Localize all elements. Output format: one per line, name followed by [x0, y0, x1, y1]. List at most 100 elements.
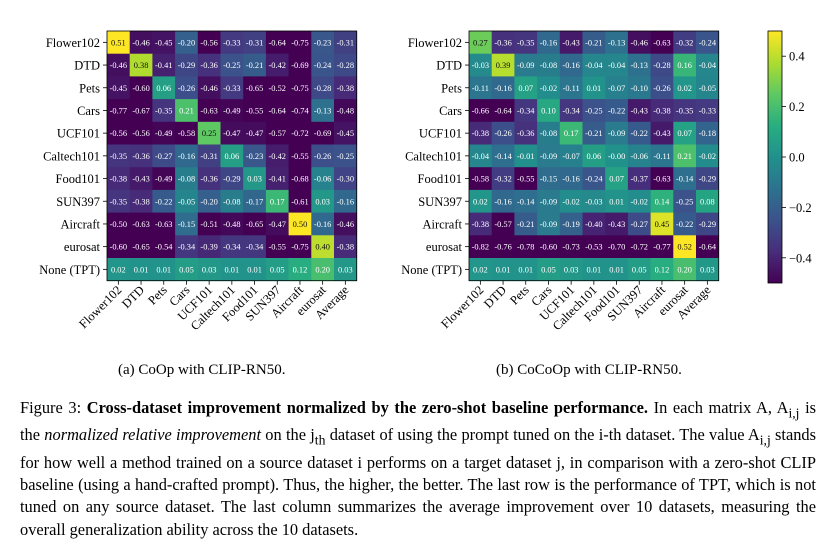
cell-label: -0.33: [223, 38, 240, 47]
cell-label: -0.42: [269, 61, 286, 70]
cell-label: -0.41: [155, 61, 172, 70]
heatmap-cell: [107, 258, 131, 282]
heatmap-cell: [514, 212, 538, 236]
cell-label: -0.15: [178, 220, 195, 229]
heatmap-cell: [175, 189, 199, 213]
heatmap-cell: [650, 235, 674, 259]
heatmap-cell: [175, 31, 199, 55]
cell-label: -0.29: [223, 175, 240, 184]
heatmap-cell: [107, 76, 131, 100]
cell-label: 0.14: [655, 197, 670, 206]
heatmap-cell: [288, 167, 312, 191]
cell-label: -0.35: [676, 106, 693, 115]
heatmap-cell: [243, 144, 267, 168]
cell-label: -0.26: [178, 84, 195, 93]
heatmap-cell: [673, 189, 697, 213]
heatmap-cell: [582, 76, 606, 100]
cell-label: -0.09: [540, 197, 557, 206]
heatmap-cell: [582, 235, 606, 259]
heatmap-cell: [197, 235, 221, 259]
cell-label: -0.56: [200, 38, 217, 47]
cell-label: -0.55: [291, 152, 308, 161]
cell-label: -0.05: [699, 84, 716, 93]
heatmap-cell: [243, 53, 267, 77]
cell-label: -0.77: [653, 243, 670, 252]
heatmap-cell: [243, 121, 267, 145]
cell-label: -0.19: [562, 220, 579, 229]
subcaption-b: (b) CoCoOp with CLIP-RN50.: [496, 362, 682, 378]
cell-label: 0.06: [587, 152, 602, 161]
cell-label: -0.34: [517, 106, 535, 115]
cell-label: -0.28: [337, 61, 354, 70]
row-label: UCF101: [419, 127, 462, 141]
heatmap-cell: [582, 167, 606, 191]
heatmap-cell: [673, 235, 697, 259]
heatmap-cell: [288, 212, 312, 236]
cell-label: -0.45: [155, 38, 172, 47]
cell-label: 0.17: [270, 197, 285, 206]
heatmap-cell: [129, 212, 153, 236]
heatmap-cell: [514, 31, 538, 55]
cell-label: -0.13: [314, 106, 331, 115]
cell-label: 0.02: [473, 265, 488, 274]
heatmap-cell: [175, 76, 199, 100]
cell-label: -0.21: [585, 129, 602, 138]
col-label: Pets: [145, 283, 170, 308]
cell-label: -0.74: [291, 106, 309, 115]
cell-label: -0.00: [608, 152, 625, 161]
cell-label: 0.07: [609, 175, 624, 184]
heatmap-cell: [650, 189, 674, 213]
caption-text-3: on the j: [261, 425, 315, 445]
heatmap-cell: [537, 212, 561, 236]
heatmap-cell: [152, 31, 176, 55]
heatmap-cell: [265, 31, 289, 55]
cell-label: 0.03: [315, 197, 330, 206]
cell-label: -0.38: [337, 243, 354, 252]
cell-label: 0.03: [564, 265, 579, 274]
cell-label: -0.36: [200, 61, 217, 70]
cell-label: -0.14: [517, 197, 535, 206]
cell-label: -0.13: [608, 38, 625, 47]
heatmap-cell: [265, 53, 289, 77]
colorbar-tick-label: 0.2: [789, 100, 805, 114]
heatmap-cell: [559, 99, 583, 123]
cell-label: 0.03: [700, 265, 715, 274]
heatmap-cell: [537, 121, 561, 145]
cell-label: -0.22: [676, 220, 693, 229]
cell-label: 0.50: [293, 220, 308, 229]
heatmap-cell: [582, 99, 606, 123]
cell-label: -0.47: [246, 129, 263, 138]
heatmap-cell: [334, 53, 358, 77]
figure-heatmaps: 0.51 -0.46 -0.45 -0.20 -0.56 -0.33 -0.31 -0.64-…: [39, 30, 812, 333]
heatmap-cell: [514, 121, 538, 145]
cell-label: -0.11: [563, 84, 580, 93]
heatmap-cell: [197, 121, 221, 145]
cell-label: -0.21: [517, 220, 534, 229]
heatmap-cell: [243, 76, 267, 100]
cell-label: 0.21: [179, 106, 194, 115]
cell-label: -0.47: [223, 129, 240, 138]
cell-label: -0.38: [132, 197, 149, 206]
subcaption-a: (a) CoOp with CLIP-RN50.: [118, 362, 286, 378]
heatmap-cell: [265, 235, 289, 259]
heatmap-cell: [152, 189, 176, 213]
cell-label: -0.31: [200, 152, 217, 161]
heatmap-cell: [107, 53, 131, 77]
cell-label: -0.22: [155, 197, 172, 206]
heatmap-cell: [673, 167, 697, 191]
heatmap-cell: [605, 189, 629, 213]
cell-label: -0.11: [653, 152, 670, 161]
cell-label: -0.55: [246, 106, 263, 115]
heatmap-cell: [514, 144, 538, 168]
heatmap-cell: [469, 76, 493, 100]
row-label: Cars: [77, 104, 100, 118]
cell-label: -0.63: [200, 106, 217, 115]
cell-label: -0.51: [200, 220, 217, 229]
cell-label: -0.82: [472, 243, 489, 252]
cell-label: -0.09: [517, 61, 534, 70]
cell-label: -0.52: [269, 84, 286, 93]
caption-emphasis: normalized relative improvement: [44, 425, 262, 445]
cell-label: -0.43: [132, 175, 149, 184]
caption-sub-1: i,j: [788, 405, 800, 421]
heatmap-cell: [559, 31, 583, 55]
